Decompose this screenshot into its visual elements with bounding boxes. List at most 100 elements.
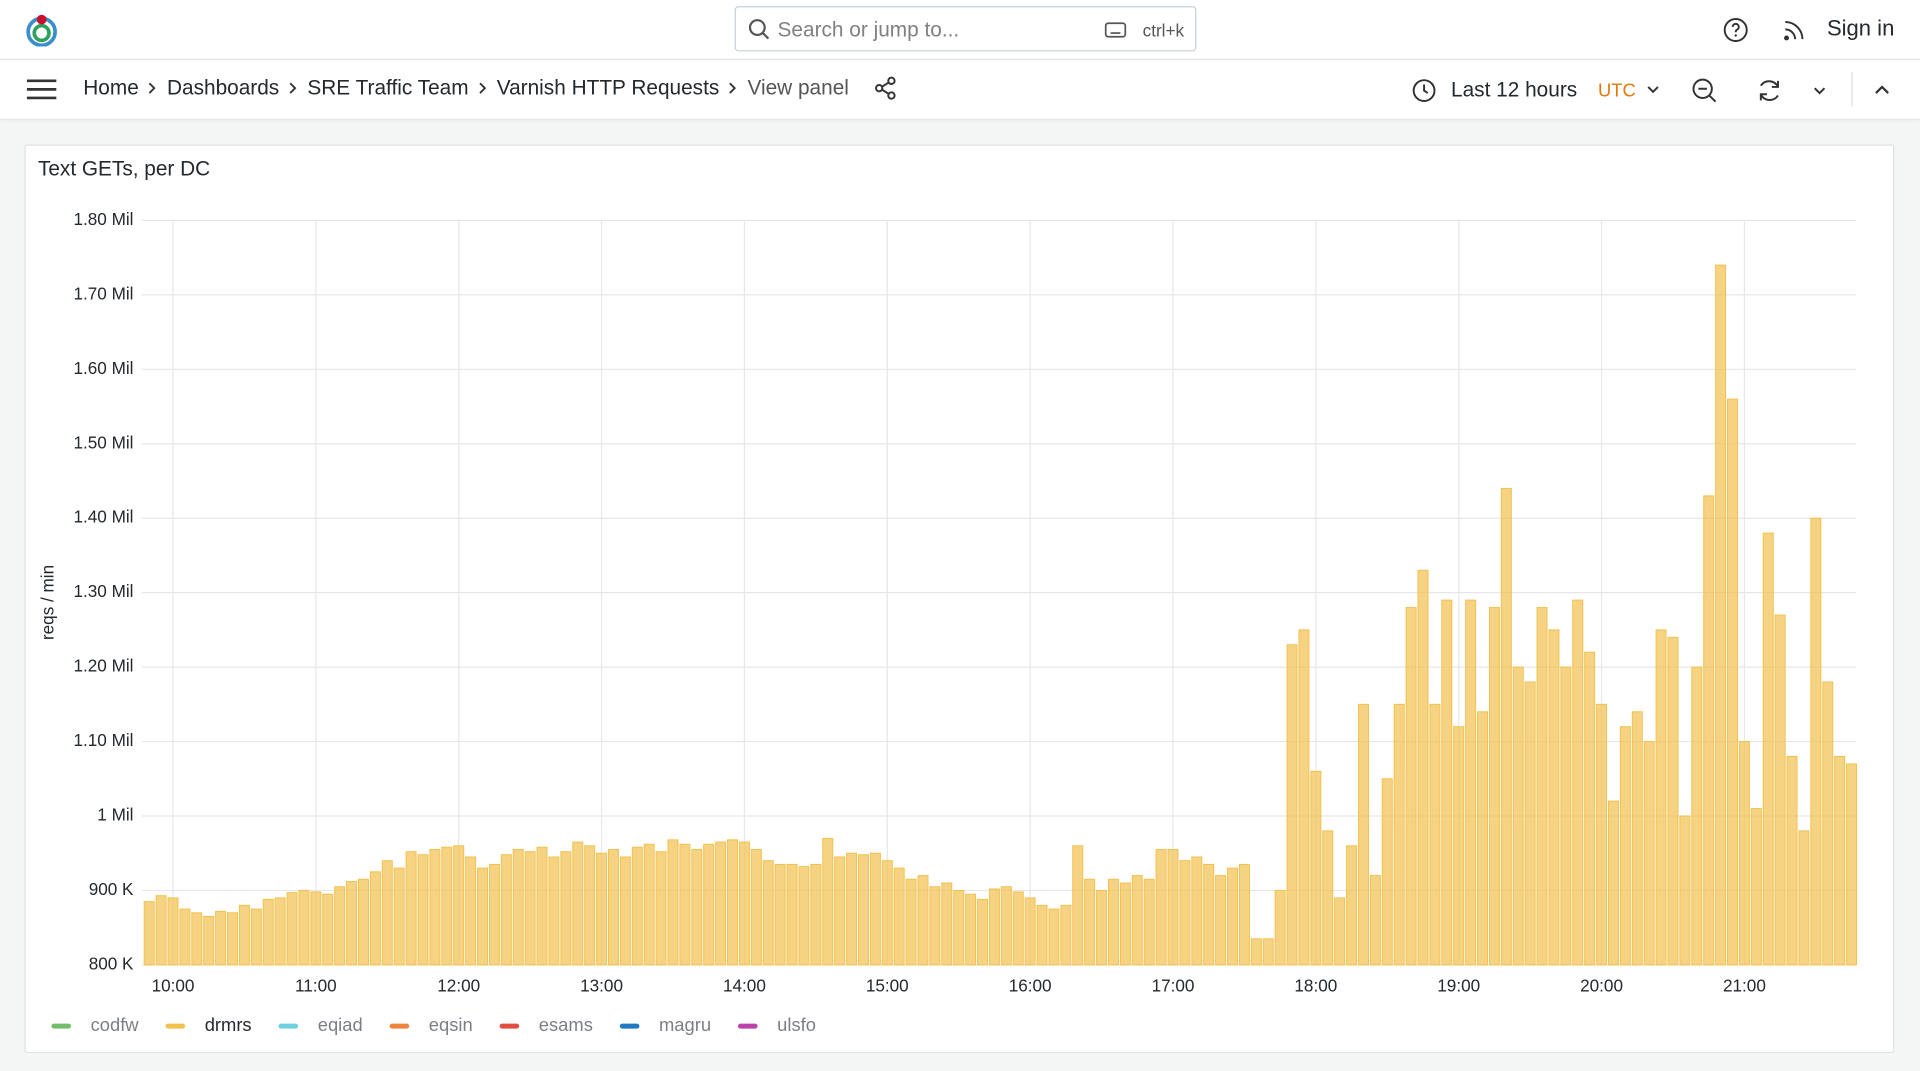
bar [500, 854, 512, 966]
bar [238, 904, 250, 966]
bar [715, 841, 727, 966]
logo[interactable] [24, 12, 58, 47]
y-tick-label: 1.50 Mil [74, 432, 134, 452]
bar [1405, 607, 1417, 966]
bar [679, 843, 691, 966]
bar [1274, 889, 1286, 966]
bar [905, 878, 917, 966]
search-box[interactable]: Search or jump to... ctrl+k [734, 6, 1197, 52]
menu-icon[interactable] [26, 78, 58, 100]
legend-marker [278, 1023, 299, 1029]
shortcut: ctrl+k [1142, 20, 1185, 41]
bar [929, 886, 941, 966]
sign-in[interactable]: Sign in [1826, 15, 1895, 41]
bar [393, 867, 405, 966]
bar [1429, 703, 1441, 966]
bar [1036, 904, 1048, 966]
bar [1500, 487, 1512, 966]
y-tick-label: 900 K [89, 879, 134, 899]
bar [762, 860, 774, 966]
timezone: UTC [1597, 80, 1636, 102]
breadcrumb: View panel [747, 75, 849, 100]
bar [857, 854, 869, 966]
legend-label[interactable]: drmrs [205, 1014, 252, 1035]
rss-icon[interactable] [1783, 18, 1806, 41]
bar [1346, 845, 1358, 966]
bar [179, 908, 191, 966]
legend-marker [499, 1023, 520, 1029]
help-icon[interactable] [1723, 17, 1749, 43]
bar [1369, 875, 1381, 966]
bar [346, 881, 358, 966]
y-tick-label: 1 Mil [97, 805, 133, 825]
legend-label[interactable]: ulsfo [777, 1014, 816, 1035]
top-bar: Search or jump to... ctrl+k Sign in [0, 0, 1920, 61]
panel-title: Text GETs, per DC [38, 158, 210, 181]
time-range[interactable]: Last 12 hours [1451, 78, 1578, 102]
legend-label[interactable]: esams [539, 1014, 593, 1035]
bar [465, 856, 477, 966]
bar [334, 886, 346, 966]
bar [1167, 849, 1179, 966]
bar [1584, 651, 1596, 966]
bar [1298, 629, 1310, 966]
x-tick-label: 10:00 [152, 975, 195, 995]
bar [1465, 599, 1477, 966]
bar [572, 841, 584, 966]
legend-label[interactable]: codfw [91, 1014, 140, 1035]
bar [1643, 741, 1655, 966]
bar [631, 846, 643, 966]
bar [810, 863, 822, 966]
bar [1453, 726, 1465, 966]
bar [1822, 681, 1834, 966]
bar [1417, 569, 1429, 966]
zoom-out-icon[interactable] [1691, 77, 1718, 104]
bar [1060, 904, 1072, 966]
bar [512, 849, 524, 966]
bar [1215, 875, 1227, 966]
refresh-dropdown-icon[interactable] [1813, 86, 1826, 96]
y-axis-label: reqs / min [38, 565, 58, 640]
share-icon[interactable] [873, 76, 897, 100]
legend-label[interactable]: eqsin [429, 1014, 473, 1035]
legend-label[interactable]: magru [659, 1014, 711, 1035]
bar [1084, 878, 1096, 966]
legend-label[interactable]: eqiad [318, 1014, 363, 1035]
bar [1143, 878, 1155, 966]
bar [381, 860, 393, 966]
bar [1774, 614, 1786, 966]
x-tick-label: 21:00 [1723, 975, 1766, 995]
refresh-icon[interactable] [1756, 77, 1783, 104]
bar [1012, 891, 1024, 966]
bar [357, 878, 369, 966]
bar [167, 897, 179, 966]
bar [1727, 398, 1739, 966]
bar [703, 843, 715, 966]
breadcrumb[interactable]: Dashboards [166, 75, 280, 100]
bar [1191, 856, 1203, 966]
bar [953, 889, 965, 966]
bar [1250, 938, 1262, 966]
bar [917, 875, 929, 966]
chevron [478, 82, 486, 94]
y-tick-label: 1.80 Mil [74, 209, 134, 229]
breadcrumb[interactable]: SRE Traffic Team [307, 75, 469, 100]
y-tick-label: 1.70 Mil [74, 283, 134, 303]
x-tick-label: 20:00 [1580, 975, 1623, 995]
bar [941, 882, 953, 966]
breadcrumb-separator [729, 82, 737, 94]
breadcrumb[interactable]: Varnish HTTP Requests [496, 75, 720, 100]
collapse-icon[interactable] [1875, 84, 1890, 94]
bar [1238, 863, 1250, 966]
dropdown-icon[interactable] [1647, 84, 1659, 94]
breadcrumb[interactable]: Home [83, 75, 139, 100]
bar [1512, 666, 1524, 966]
bar [893, 867, 905, 966]
bar [774, 863, 786, 966]
bar [488, 863, 500, 966]
y-tick-label: 1.20 Mil [74, 656, 134, 676]
bar [1619, 726, 1631, 966]
